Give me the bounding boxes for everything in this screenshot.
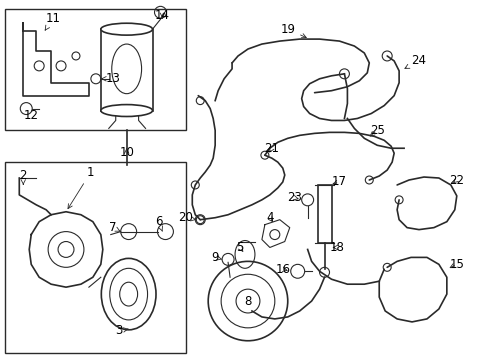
Text: 8: 8 — [244, 294, 251, 307]
Text: 4: 4 — [265, 211, 273, 224]
Bar — [101, 29, 152, 111]
Text: 10: 10 — [119, 146, 134, 159]
Text: 14: 14 — [155, 9, 170, 22]
Bar — [5, 9, 186, 130]
Text: 23: 23 — [286, 192, 302, 204]
Ellipse shape — [101, 23, 152, 35]
Text: 2: 2 — [20, 168, 27, 184]
Text: 21: 21 — [264, 142, 279, 155]
Text: 12: 12 — [24, 109, 39, 122]
Text: 25: 25 — [369, 124, 384, 137]
Bar — [317, 185, 331, 243]
Text: 11: 11 — [45, 12, 61, 30]
Bar — [5, 162, 186, 353]
Text: 19: 19 — [280, 23, 305, 38]
Text: 5: 5 — [236, 241, 243, 254]
Text: 7: 7 — [109, 221, 120, 234]
Text: 16: 16 — [275, 263, 290, 276]
Text: 6: 6 — [154, 215, 162, 231]
Text: 17: 17 — [331, 175, 346, 189]
Text: 22: 22 — [448, 174, 463, 186]
Text: 15: 15 — [448, 258, 463, 271]
Text: 13: 13 — [102, 72, 120, 85]
Text: 18: 18 — [329, 241, 344, 254]
Text: 24: 24 — [404, 54, 426, 68]
Text: 3: 3 — [115, 324, 128, 337]
Text: 9: 9 — [211, 251, 221, 264]
Text: 20: 20 — [178, 211, 195, 224]
Ellipse shape — [101, 105, 152, 117]
Text: 1: 1 — [68, 166, 95, 208]
